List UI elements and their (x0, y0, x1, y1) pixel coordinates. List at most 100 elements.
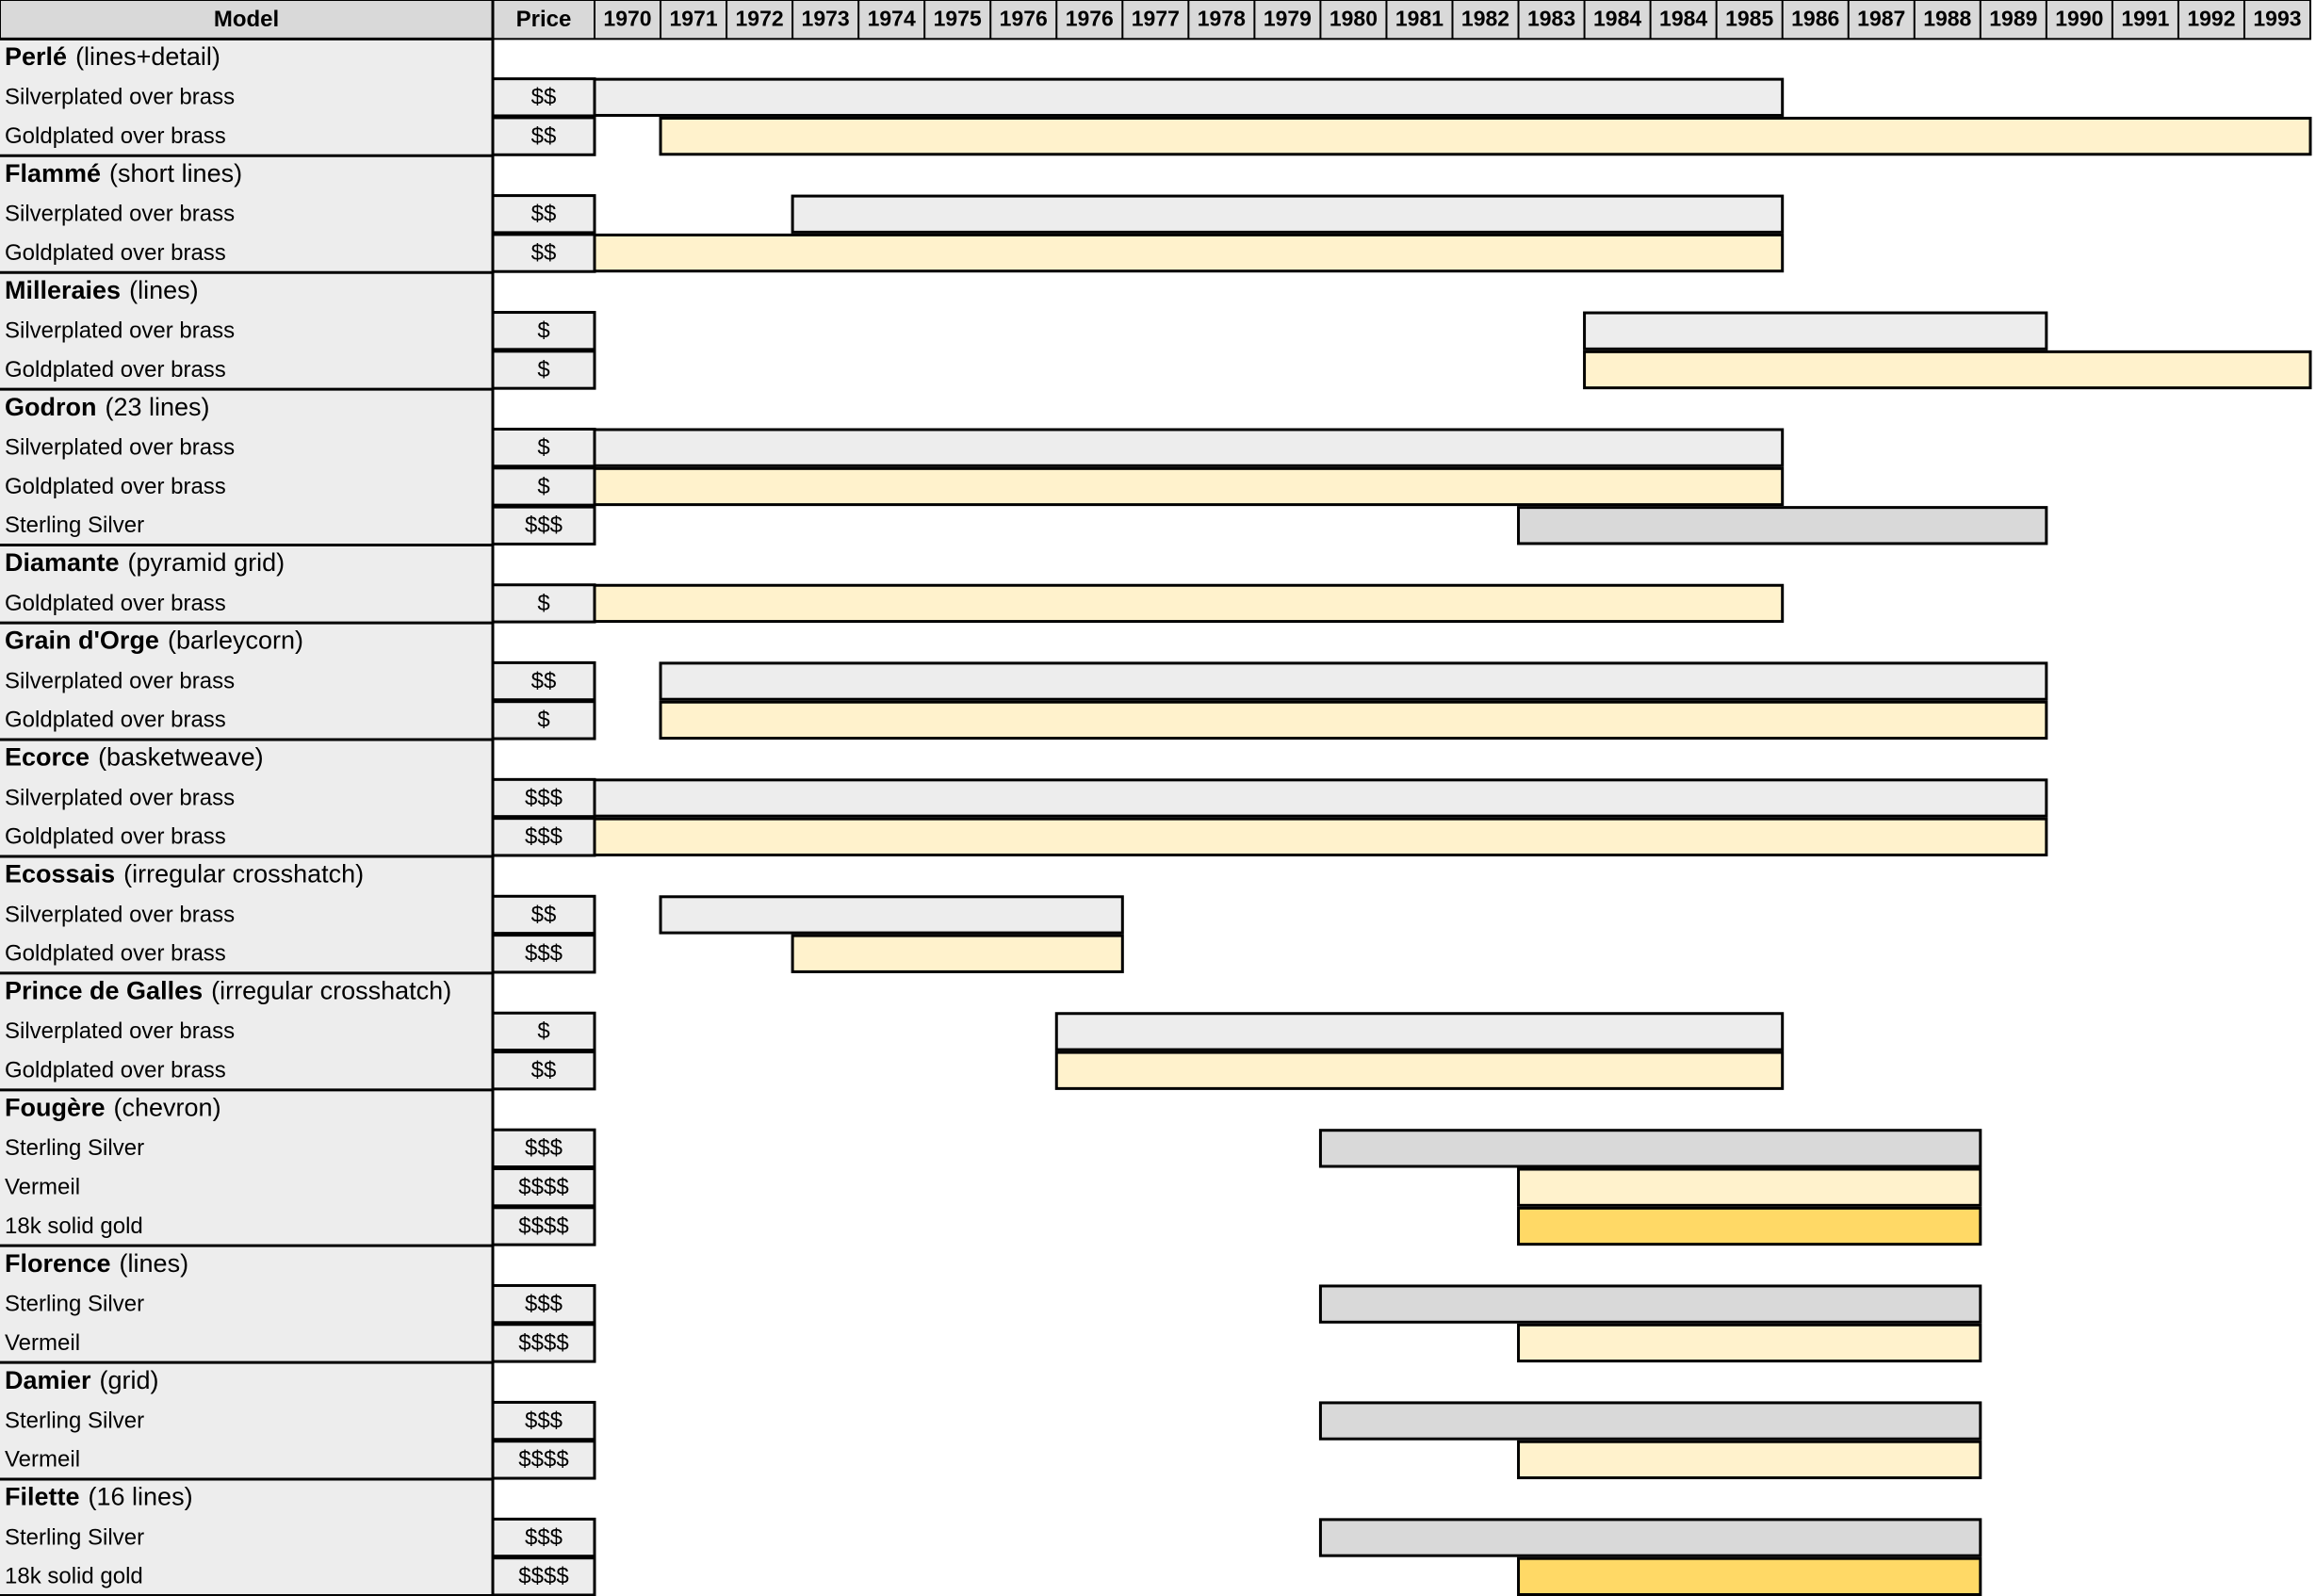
price-label: $$$ (525, 1524, 563, 1550)
price-label: $$$ (525, 785, 563, 810)
material-label: Silverplated over brass (5, 1018, 235, 1044)
year-label: 1992 (2187, 7, 2235, 31)
price-label: $$ (531, 1058, 557, 1083)
group-name: Milleraies (5, 276, 121, 304)
price-label: $$ (531, 902, 557, 927)
group-name: Ecossais (5, 860, 115, 888)
group-title: Ecorce (basketweave) (5, 743, 264, 772)
year-label: 1976 (1000, 7, 1048, 31)
material-label: Goldplated over brass (5, 1058, 226, 1083)
material-label: Sterling Silver (5, 1408, 144, 1433)
availability-bar (1054, 1012, 1785, 1051)
group-name: Diamante (5, 548, 120, 577)
year-label: 1975 (934, 7, 982, 31)
price-cell (491, 1128, 596, 1169)
material-label: Silverplated over brass (5, 668, 235, 693)
group-detail: (irregular crosshatch) (123, 860, 364, 888)
year-label: 1985 (1725, 7, 1773, 31)
group-detail: (pyramid grid) (128, 548, 285, 577)
year-label: 1972 (736, 7, 784, 31)
material-label: Silverplated over brass (5, 785, 235, 810)
price-cell (491, 777, 596, 819)
year-label: 1974 (868, 7, 916, 31)
group-detail: (barleycorn) (168, 627, 303, 655)
group-detail: (short lines) (109, 159, 242, 187)
material-label: 18k solid gold (5, 1213, 143, 1239)
year-label: 1973 (802, 7, 850, 31)
year-label: 1982 (1461, 7, 1509, 31)
price-cell (491, 1323, 596, 1363)
price-label: $$$$ (518, 1330, 568, 1356)
price-label: $ (537, 591, 549, 616)
availability-bar (593, 466, 1785, 507)
group-name: Perlé (5, 42, 67, 71)
material-label: Goldplated over brass (5, 708, 226, 733)
group-title: Grain d'Orge (barleycorn) (5, 627, 303, 655)
year-label: 1971 (669, 7, 717, 31)
material-label: Sterling Silver (5, 1291, 144, 1316)
price-label: $$$$ (518, 1213, 568, 1239)
availability-bar (1318, 1284, 1982, 1324)
price-cell (491, 311, 596, 351)
material-label: Goldplated over brass (5, 941, 226, 967)
price-cell (491, 1400, 596, 1441)
group-name: Ecorce (5, 743, 90, 772)
price-label: $ (537, 357, 549, 383)
availability-bar (659, 895, 1124, 935)
group-title: Perlé (lines+detail) (5, 42, 220, 71)
price-label: $$$$ (518, 1447, 568, 1473)
availability-bar (791, 934, 1124, 973)
price-label: $$ (531, 240, 557, 266)
price-label: $$ (531, 123, 557, 149)
price-label: $ (537, 1018, 549, 1044)
material-label: 18k solid gold (5, 1564, 143, 1589)
group-title: Flammé (short lines) (5, 159, 242, 187)
price-cell (491, 934, 596, 974)
year-label: 1983 (1527, 7, 1575, 31)
material-label: Silverplated over brass (5, 318, 235, 344)
price-cell (491, 1283, 596, 1325)
year-label: 1977 (1132, 7, 1180, 31)
price-cell (491, 233, 596, 273)
material-label: Goldplated over brass (5, 240, 226, 266)
group-detail: (lines) (129, 276, 199, 304)
availability-bar (1517, 1556, 1982, 1596)
header-model: Model (214, 7, 279, 32)
year-label: 1981 (1395, 7, 1443, 31)
price-cell (491, 1440, 596, 1480)
availability-bar (1318, 1518, 1982, 1557)
availability-bar (593, 778, 2048, 818)
material-label: Sterling Silver (5, 1524, 144, 1550)
group-detail: (lines) (120, 1249, 189, 1278)
group-title: Diamante (pyramid grid) (5, 548, 285, 577)
group-name: Filette (5, 1483, 80, 1511)
availability-bar (791, 194, 1785, 234)
price-label: $$$ (525, 1408, 563, 1433)
price-cell (491, 350, 596, 390)
price-cell (491, 116, 596, 156)
material-label: Goldplated over brass (5, 123, 226, 149)
availability-bar (593, 583, 1785, 624)
price-cell (491, 1206, 596, 1246)
year-label: 1990 (2055, 7, 2103, 31)
material-label: Silverplated over brass (5, 902, 235, 927)
price-label: $$$ (525, 1135, 563, 1161)
availability-bar (1517, 1323, 1982, 1363)
group-name: Flammé (5, 159, 101, 187)
availability-bar (1517, 506, 2048, 546)
year-label: 1980 (1329, 7, 1378, 31)
price-label: $$$$ (518, 1564, 568, 1589)
price-label: $$ (531, 85, 557, 110)
price-label: $$ (531, 668, 557, 693)
model-column-bg (0, 0, 493, 1596)
price-label: $$$ (525, 941, 563, 967)
price-label: $$$ (525, 824, 563, 850)
availability-bar (659, 661, 2048, 701)
year-label: 1993 (2253, 7, 2301, 31)
price-label: $ (537, 434, 549, 460)
price-cell (491, 700, 596, 741)
group-name: Fougère (5, 1094, 106, 1122)
availability-bar (1583, 350, 2312, 390)
